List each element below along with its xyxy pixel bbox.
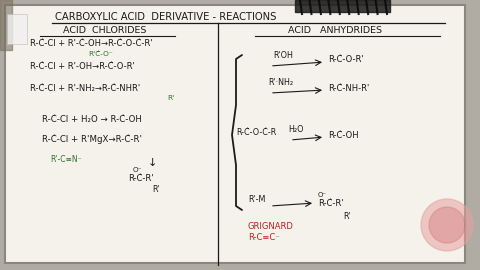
Text: CARBOXYLIC ACID  DERIVATIVE - REACTIONS: CARBOXYLIC ACID DERIVATIVE - REACTIONS	[55, 12, 276, 22]
Text: R-C≡C⁻: R-C≡C⁻	[248, 233, 280, 242]
Text: R-Ĉ-NH-R': R-Ĉ-NH-R'	[328, 84, 369, 93]
Text: R-Ĉ-Cl + R'-Ĉ-OH→R-Ĉ-O-Ĉ-R': R-Ĉ-Cl + R'-Ĉ-OH→R-Ĉ-O-Ĉ-R'	[30, 39, 153, 48]
Text: R': R'	[343, 212, 350, 221]
Text: R-Ĉ-O-R': R-Ĉ-O-R'	[328, 55, 364, 64]
Text: R'-C≡N⁻: R'-C≡N⁻	[50, 155, 82, 164]
Text: GRIGNARD: GRIGNARD	[248, 222, 294, 231]
Text: R-Ĉ-R': R-Ĉ-R'	[128, 174, 154, 183]
Text: R-Ĉ-Cl + R'-OH→R-Ĉ-O-R': R-Ĉ-Cl + R'-OH→R-Ĉ-O-R'	[30, 62, 135, 71]
Text: H₂O: H₂O	[288, 125, 303, 134]
FancyBboxPatch shape	[7, 14, 27, 44]
Circle shape	[429, 207, 465, 243]
Text: R-Ĉ-Cl + R'-NH₂→R-Ĉ-NHR': R-Ĉ-Cl + R'-NH₂→R-Ĉ-NHR'	[30, 84, 140, 93]
Circle shape	[421, 199, 473, 251]
Text: R'·NH₂: R'·NH₂	[268, 78, 293, 87]
Text: R'Ĉ-O⁻: R'Ĉ-O⁻	[88, 51, 113, 57]
Text: ACID   ANHYDRIDES: ACID ANHYDRIDES	[288, 26, 382, 35]
Text: ↓: ↓	[148, 158, 157, 168]
Text: R': R'	[167, 95, 174, 101]
Text: R-Ĉ-Cl + R'MgX→R-Ĉ-R': R-Ĉ-Cl + R'MgX→R-Ĉ-R'	[42, 135, 142, 144]
Text: R-Ĉ-O-Ĉ-R: R-Ĉ-O-Ĉ-R	[236, 128, 276, 137]
Text: ACID  CHLORIDES: ACID CHLORIDES	[63, 26, 147, 35]
Text: R': R'	[152, 185, 160, 194]
Text: R-Ĉ-R': R-Ĉ-R'	[318, 199, 344, 208]
Text: R'-M: R'-M	[248, 195, 265, 204]
Text: R-Ĉ-OH: R-Ĉ-OH	[328, 131, 359, 140]
FancyBboxPatch shape	[5, 5, 465, 263]
Text: O⁻: O⁻	[318, 192, 327, 198]
Text: R'OH: R'OH	[273, 51, 293, 60]
Text: O⁻: O⁻	[133, 167, 143, 173]
Text: R-Ĉ-Cl + H₂O → R-Ĉ-OH: R-Ĉ-Cl + H₂O → R-Ĉ-OH	[42, 115, 142, 124]
